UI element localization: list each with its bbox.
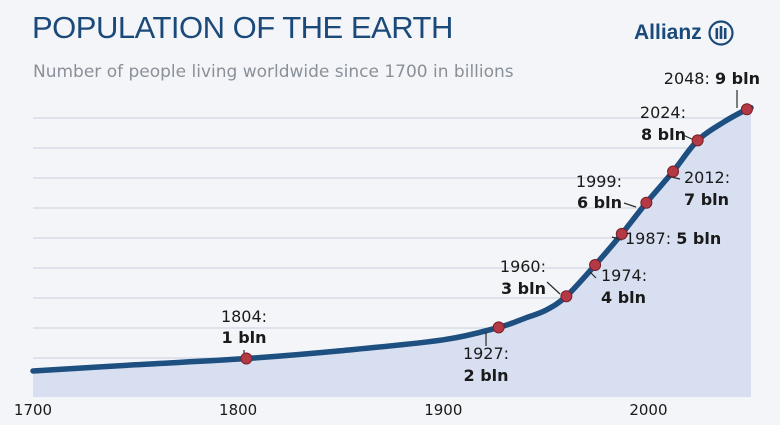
milestone-value-label: 1 bln xyxy=(221,328,266,347)
milestone-marker xyxy=(589,259,602,272)
milestone-markers xyxy=(240,103,753,365)
x-tick-label: 1900 xyxy=(424,401,462,419)
milestone-year-label: 1974: xyxy=(601,266,647,285)
chart-subtitle: Number of people living worldwide since … xyxy=(33,62,514,82)
milestone-year-label: 1927: xyxy=(463,344,509,363)
milestone-value-label: 4 bln xyxy=(601,288,646,307)
milestone-label: 2048: 9 bln xyxy=(664,69,760,88)
brand-logo: Allianz xyxy=(634,20,734,46)
milestone-marker xyxy=(560,290,573,303)
milestone-marker xyxy=(691,134,704,147)
milestone-value-label: 6 bln xyxy=(577,193,622,212)
milestone-marker xyxy=(492,321,505,334)
x-tick-label: 2000 xyxy=(629,401,667,419)
milestone-marker xyxy=(640,196,653,209)
milestone-year-label: 1999: xyxy=(576,172,622,191)
milestone-marker xyxy=(240,352,253,365)
milestone-year-label: 2012: xyxy=(684,168,730,187)
population-area xyxy=(33,107,751,397)
allianz-emblem-icon xyxy=(708,20,734,46)
milestone-year-label: 1804: xyxy=(221,307,267,326)
milestone-year-label: 2024: xyxy=(640,103,686,122)
milestone-value-label: 3 bln xyxy=(501,279,546,298)
chart-title: POPULATION OF THE EARTH xyxy=(32,10,453,45)
milestone-marker xyxy=(667,165,680,178)
milestone-value-label: 2 bln xyxy=(463,366,508,385)
milestone-year-label: 1960: xyxy=(500,257,546,276)
x-tick-label: 1700 xyxy=(14,401,52,419)
milestone-value-label: 8 bln xyxy=(641,125,686,144)
leader-line xyxy=(546,281,561,295)
brand-name: Allianz xyxy=(634,21,702,44)
milestone-labels: 1804: 1 bln 1927: 2 bln 1960: 3 bln 1974: 4 bln… xyxy=(221,69,760,385)
leader-line xyxy=(589,271,597,279)
milestone-marker xyxy=(740,103,753,116)
milestone-marker xyxy=(615,227,628,240)
leader-line xyxy=(623,202,637,208)
milestone-label: 1987: 5 bln xyxy=(625,229,721,248)
x-tick-label: 1800 xyxy=(219,401,257,419)
milestone-value-label: 7 bln xyxy=(684,190,729,209)
x-axis-ticks: 1700 1800 1900 2000 xyxy=(14,401,668,419)
